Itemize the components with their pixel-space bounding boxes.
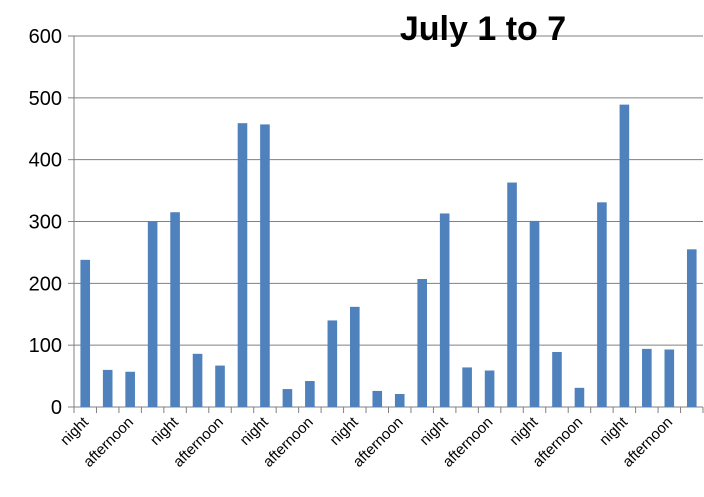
bar (170, 212, 180, 407)
bar (372, 390, 383, 407)
bar (305, 381, 315, 407)
x-tick-label: afternoon (350, 414, 407, 471)
y-tick-label: 500 (29, 88, 62, 110)
x-tick-label: night (416, 413, 452, 449)
x-tick-label: afternoon (619, 414, 676, 471)
bar (417, 279, 427, 407)
bar (462, 367, 472, 407)
gridlines (74, 35, 703, 346)
x-tick-label: afternoon (260, 414, 317, 471)
y-tick-label: 400 (29, 150, 62, 172)
bar (484, 370, 495, 407)
axes (68, 35, 704, 413)
bar (237, 123, 248, 407)
bar (574, 387, 585, 407)
bar (394, 394, 405, 407)
bar (125, 371, 135, 407)
bar (439, 213, 450, 407)
y-tick-label: 0 (51, 397, 62, 419)
bar (619, 104, 630, 407)
y-tick-label: 200 (29, 273, 62, 295)
bar (552, 351, 562, 407)
bar (80, 259, 91, 407)
x-tick-label: afternoon (440, 414, 497, 471)
y-tick-label: 600 (29, 26, 62, 48)
bar (686, 249, 697, 407)
bar (529, 220, 540, 407)
bar (102, 369, 113, 407)
x-tick-label: afternoon (529, 414, 586, 471)
bar (260, 124, 270, 408)
x-tick-label: afternoon (80, 414, 137, 471)
x-tick-label: night (596, 413, 632, 449)
x-tick-label: night (147, 413, 183, 449)
bar (327, 320, 338, 407)
y-tick-label: 100 (29, 335, 62, 357)
y-tick-label: 300 (29, 212, 62, 234)
bar (215, 365, 225, 407)
bar (664, 349, 675, 407)
x-tick-label: afternoon (170, 414, 227, 471)
x-tick-label: night (237, 413, 273, 449)
bar (350, 306, 360, 407)
bar (192, 353, 203, 407)
chart-title: July 1 to 7 (400, 10, 566, 48)
bar (642, 348, 652, 407)
y-tick-labels: 0 100 200 300 400 500 600 (29, 26, 62, 419)
x-tick-label: night (506, 413, 542, 449)
bars (80, 104, 697, 408)
bar (597, 202, 607, 407)
x-tick-label: night (57, 413, 93, 449)
x-tick-label: night (327, 413, 363, 449)
bar (282, 389, 293, 407)
bar (147, 221, 158, 407)
bar (507, 182, 517, 407)
